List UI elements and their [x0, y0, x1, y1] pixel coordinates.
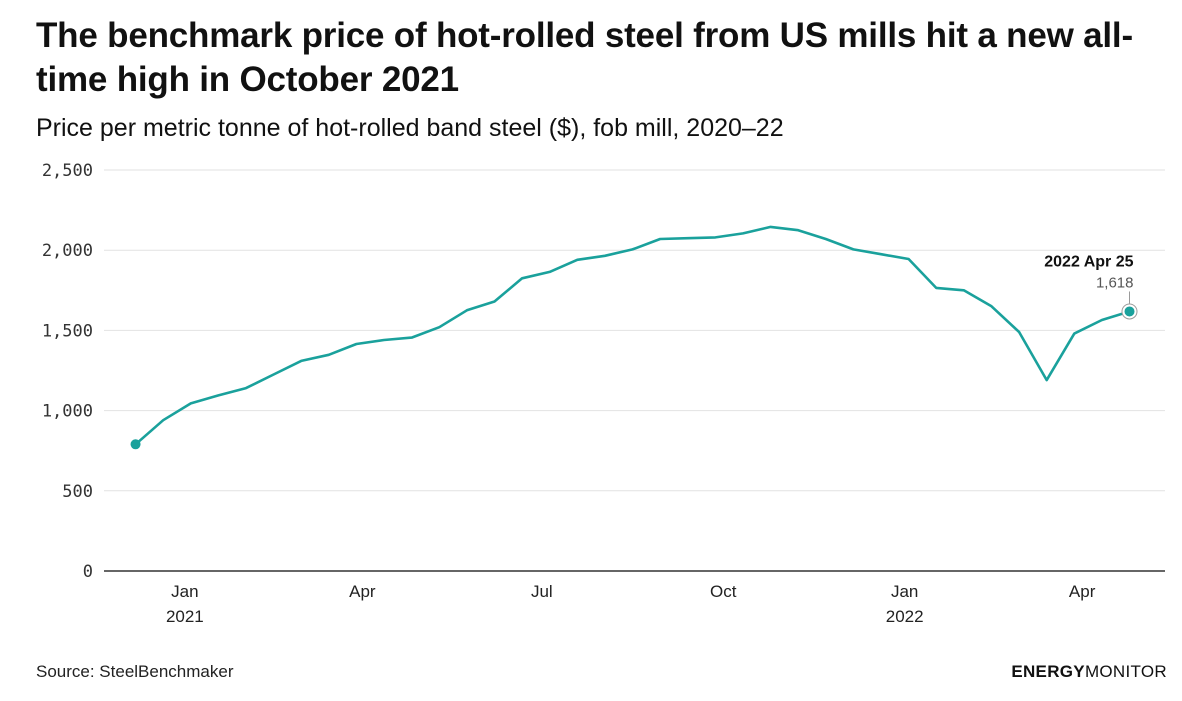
brand-logo: ENERGYMONITOR [1011, 662, 1167, 682]
brand-logo-part2: MONITOR [1084, 662, 1167, 681]
x-tick-year-label: 2022 [886, 607, 924, 626]
x-tick-year-label: 2021 [166, 607, 204, 626]
x-tick-label: Jan [171, 582, 198, 601]
y-tick-label: 1,000 [42, 402, 93, 422]
annotation-value-label: 1,618 [1096, 274, 1134, 291]
y-axis-ticks: 0 500 1,000 1,500 2,000 2,500 [42, 161, 93, 582]
x-tick-label: Jan [891, 582, 918, 601]
x-tick-label: Apr [349, 582, 376, 601]
brand-logo-part1: ENERGY [1011, 662, 1085, 681]
y-tick-label: 0 [83, 562, 93, 582]
x-tick-label: Jul [531, 582, 553, 601]
x-axis-ticks: Jan 2021 Apr Jul Oct Jan 2022 Apr [166, 582, 1096, 626]
end-point-marker[interactable] [1124, 306, 1135, 317]
annotation-date-label: 2022 Apr 25 [1044, 253, 1133, 270]
y-tick-label: 2,500 [42, 161, 93, 181]
x-tick-label: Oct [710, 582, 737, 601]
price-series-line [134, 225, 1131, 446]
chart-title: The benchmark price of hot-rolled steel … [36, 16, 1133, 99]
y-tick-label: 1,500 [42, 321, 93, 341]
chart-subtitle: Price per metric tonne of hot-rolled ban… [36, 114, 784, 142]
x-tick-label: Apr [1069, 582, 1096, 601]
start-point-marker [130, 439, 141, 450]
y-tick-label: 500 [62, 482, 93, 502]
source-note: Source: SteelBenchmaker [36, 662, 234, 681]
gridlines [104, 169, 1165, 492]
y-tick-label: 2,000 [42, 241, 93, 261]
